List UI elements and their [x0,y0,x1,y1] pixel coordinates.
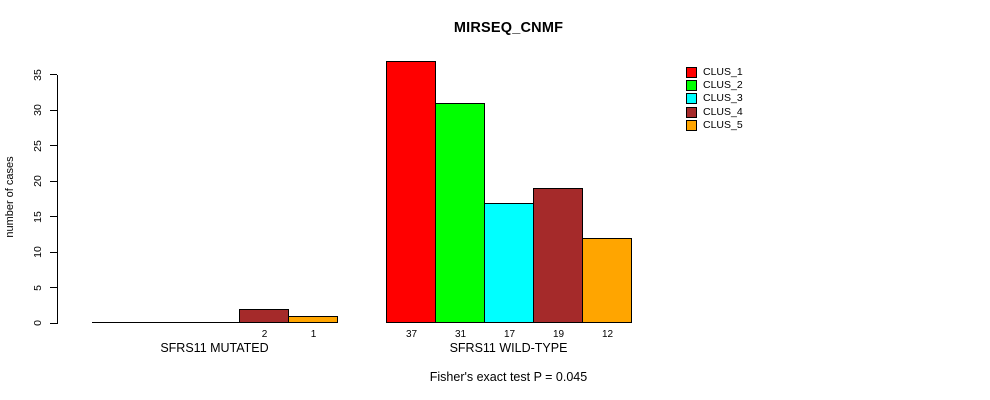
legend-label: CLUS_5 [703,118,743,131]
y-tick-label: 0 [32,320,44,326]
bar-value-label: 19 [552,329,565,340]
bar-clus_1-zero [92,322,142,323]
bar-value-label: 17 [503,329,516,340]
bar-value-label: 2 [261,329,268,340]
group-label-mutated: SFRS11 MUTATED [160,341,269,355]
bar-value-label: 12 [601,329,614,340]
bar-clus_3 [484,202,534,323]
y-axis-line [57,75,58,324]
y-tick-label: 5 [32,284,44,291]
y-tick-label: 15 [32,210,44,223]
bar-clus_5 [288,315,338,323]
bar-clus_2-zero [141,322,191,323]
legend-swatch-clus_4 [686,106,697,118]
legend-label: CLUS_3 [703,92,743,105]
bar-clus_5 [582,237,632,323]
y-tick-label: 25 [32,140,44,152]
y-tick-mark [50,251,57,253]
legend-swatch-clus_5 [686,119,697,131]
bar-clus_2 [435,103,485,323]
legend-swatch-clus_2 [686,80,697,92]
bar-clus_1 [386,60,436,323]
y-tick-mark [50,216,57,218]
legend-label: CLUS_1 [703,66,743,78]
y-tick-mark [50,322,57,324]
bar-value-label: 37 [405,329,418,340]
legend-swatch-clus_1 [686,67,697,78]
bar-clus_4 [239,308,289,323]
y-tick-label: 10 [32,246,44,258]
y-tick-mark [50,109,57,111]
y-axis-label: number of cases [4,156,16,238]
bar-value-label: 31 [454,329,467,340]
y-tick-label: 35 [32,69,44,81]
legend-label: CLUS_2 [703,79,743,92]
fisher-test-annotation: Fisher's exact test P = 0.045 [429,370,588,384]
legend-swatch-clus_3 [686,93,697,105]
y-tick-label: 30 [32,104,44,117]
y-tick-mark [50,180,57,182]
y-tick-mark [50,145,57,147]
bar-clus_4 [533,188,583,323]
y-tick-mark [50,74,57,76]
bar-value-label: 1 [310,329,317,340]
bar-clus_3-zero [190,322,240,323]
y-tick-label: 20 [32,175,44,188]
y-tick-mark [50,287,57,289]
chart-title: MIRSEQ_CNMF [453,20,564,36]
group-label-wildtype: SFRS11 WILD-TYPE [449,341,568,355]
legend-label: CLUS_4 [703,105,743,118]
